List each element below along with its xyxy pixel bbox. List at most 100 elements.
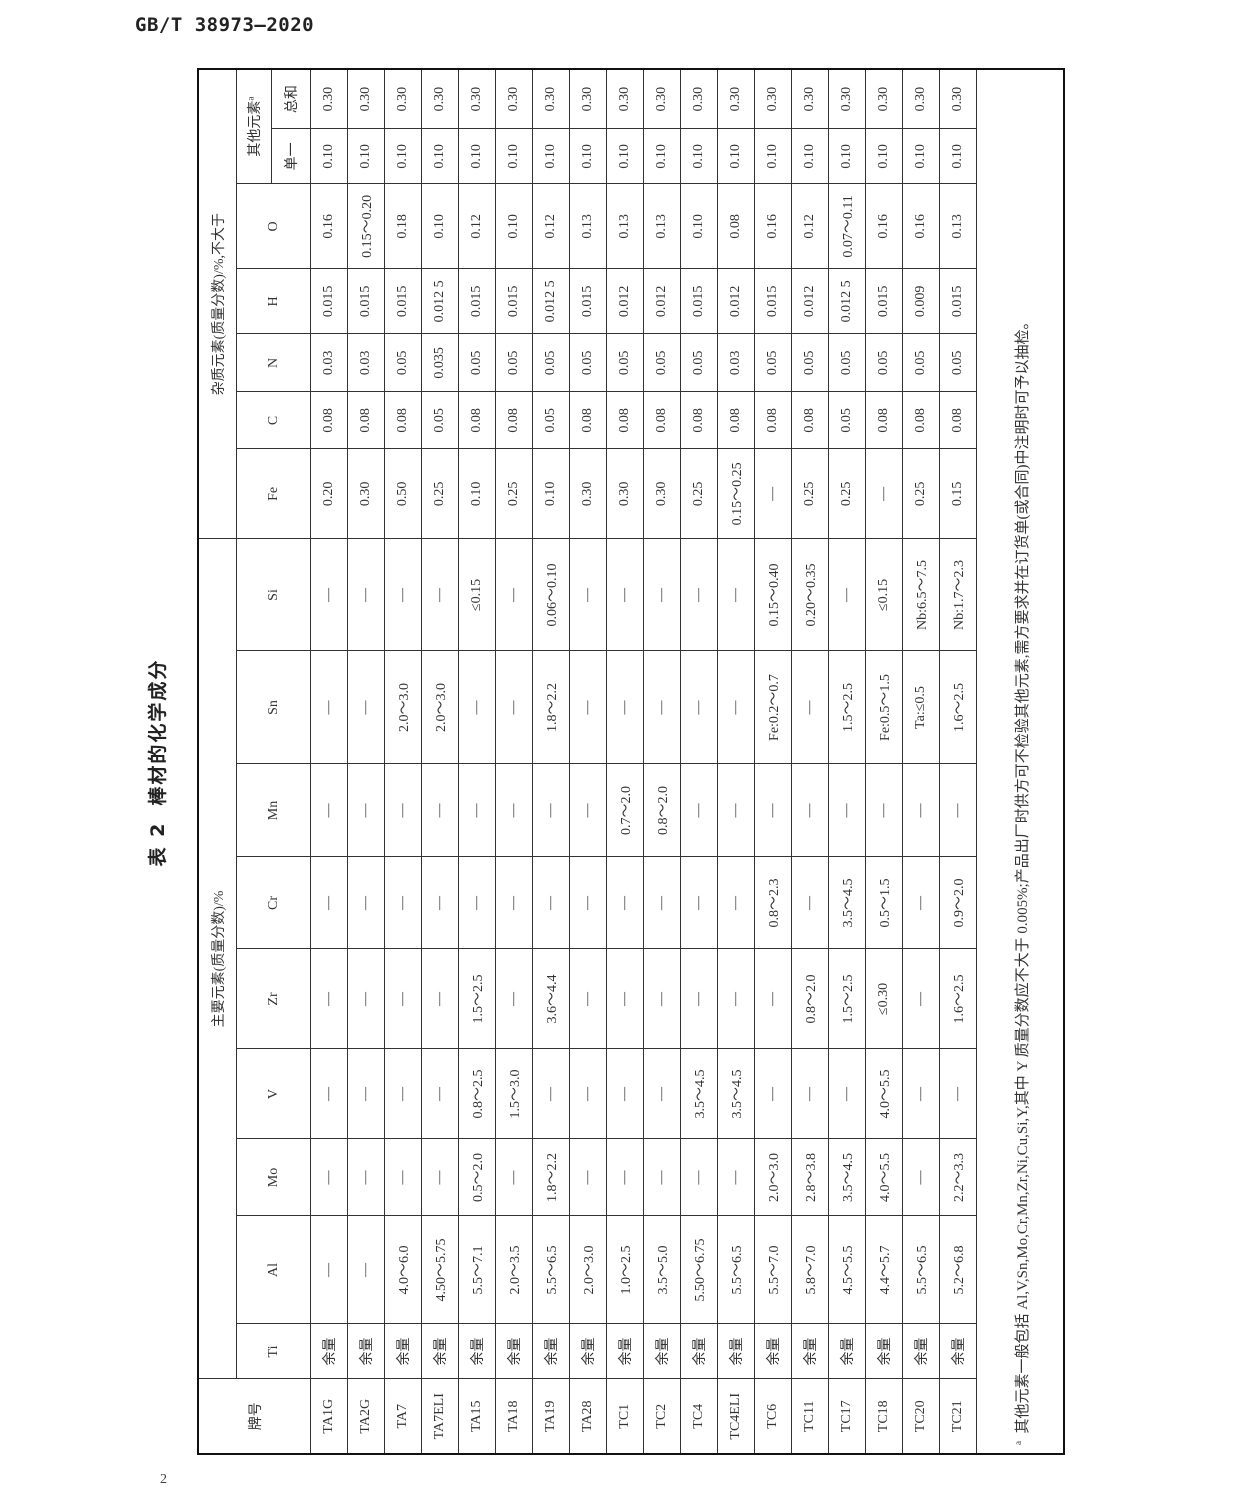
value-cell: 0.30 [310, 68, 348, 129]
value-cell: 0.30 [347, 68, 385, 129]
value-cell: — [643, 1139, 681, 1216]
value-cell: 0.03 [347, 333, 385, 392]
footnote-text: 其他元素一般包括 Al,V,Sn,Mo,Cr,Mn,Zr,Ni,Cu,Si,Y,… [1014, 314, 1031, 1434]
value-cell: 0.015 [347, 268, 385, 334]
value-cell: 0.08 [606, 391, 644, 449]
value-cell: 0.08 [495, 391, 533, 449]
value-cell: — [606, 538, 644, 651]
value-cell: 0.16 [754, 183, 792, 269]
value-cell: 0.10 [680, 128, 718, 184]
value-cell: 0.05 [532, 391, 570, 449]
value-cell: 0.25 [791, 448, 829, 539]
value-cell: — [791, 764, 829, 857]
header-element: H [236, 268, 311, 334]
value-cell: 0.08 [791, 391, 829, 449]
value-cell: 0.08 [643, 391, 681, 449]
value-cell: 0.8～2.0 [643, 764, 681, 857]
value-cell: 4.4～5.7 [865, 1216, 903, 1324]
table-row: TC21 余量 5.2～6.8 2.2～3.3—1.6～2.5 0.9～2.0—1.6～… [939, 68, 977, 1454]
value-cell: 5.5～7.1 [458, 1216, 496, 1324]
value-cell: — [532, 764, 570, 857]
value-cell: 0.08 [384, 391, 422, 449]
grade-cell: TC2 [643, 1379, 681, 1454]
value-cell: — [865, 764, 903, 857]
table-row: TC1 余量 1.0～2.5— — — —0.7～2.0— —0.30 0.08 0.05 0.0… [606, 68, 644, 1454]
value-cell: 5.50～6.75 [680, 1216, 718, 1324]
grade-cell: TC21 [939, 1379, 977, 1454]
table-row: TC18 余量 4.4～5.7 4.0～5.5 4.0～5.5 ≤0.30 0.5～1.5—… [865, 68, 903, 1454]
value-cell: 0.05 [680, 333, 718, 392]
grade-cell: TC18 [865, 1379, 903, 1454]
standard-number: GB/T 38973—2020 [135, 14, 315, 36]
table-row: TC11 余量 5.8～7.0 2.8～3.8—0.8～2.0— — —0.20～0.35… [791, 68, 829, 1454]
value-cell: Nb:6.5～7.5 [902, 538, 940, 651]
value-cell: 0.08 [754, 391, 792, 449]
value-cell: 0.012 5 [828, 268, 866, 334]
value-cell: — [754, 1049, 792, 1139]
value-cell: 2.0～3.0 [754, 1139, 792, 1216]
value-cell: — [754, 448, 792, 539]
table-row: TA19 余量 5.5～6.5 1.8～2.2—3.6～4.4— —1.8～2.2 0.0… [532, 68, 570, 1454]
header-other-elements: 其他元素a [236, 68, 272, 184]
value-cell: 0.05 [828, 391, 866, 449]
value-cell: — [458, 651, 496, 764]
rotated-table-block: 表 2 棒材的化学成分 牌号 主要元素(质量分数)/% 杂质元素(质量分数)/%,… [140, 67, 1065, 1455]
value-cell: 0.05 [495, 333, 533, 392]
table-row: TA7ELI 余量 4.50～5.75— — — — —2.0～3.0—0.25 0.05 0.… [421, 68, 459, 1454]
value-cell: — [569, 857, 607, 949]
value-cell: 0.05 [828, 333, 866, 392]
table-row: TC4ELI 余量 5.5～6.5—3.5～4.5— — — — —0.15～0.25 0.0… [717, 68, 755, 1454]
footnote-mark: a [1012, 1441, 1023, 1445]
value-cell: — [421, 1049, 459, 1139]
header-single: 单一 [271, 128, 311, 184]
header-element: Mo [236, 1139, 311, 1216]
value-cell: 0.15 [939, 448, 977, 539]
value-cell: 0.30 [606, 448, 644, 539]
value-cell: 0.015 [569, 268, 607, 334]
table-row: TA7 余量 4.0～6.0— — — — —2.0～3.0—0.50 0.08 0.05 0.0… [384, 68, 422, 1454]
value-cell: 0.30 [643, 68, 681, 129]
value-cell: 0.08 [569, 391, 607, 449]
value-cell: 0.015 [495, 268, 533, 334]
page-number: 2 [160, 1472, 167, 1487]
value-cell: — [680, 538, 718, 651]
value-cell: 0.30 [458, 68, 496, 129]
value-cell: 余量 [865, 1324, 903, 1379]
value-cell: 0.8～2.0 [791, 949, 829, 1049]
value-cell: — [643, 1049, 681, 1139]
value-cell: 0.012 5 [532, 268, 570, 334]
value-cell: 0.08 [717, 183, 755, 269]
table-row: TC4 余量 5.50～6.75—3.5～4.5— — — — —0.25 0.08 0.05 0… [680, 68, 718, 1454]
value-cell: — [347, 1216, 385, 1324]
value-cell: 0.30 [643, 448, 681, 539]
value-cell: — [421, 857, 459, 949]
value-cell: 3.5～4.5 [828, 1139, 866, 1216]
value-cell: 0.30 [606, 68, 644, 129]
value-cell: 1.5～2.5 [828, 949, 866, 1049]
value-cell: — [347, 764, 385, 857]
value-cell: 0.30 [569, 448, 607, 539]
value-cell: 0.10 [421, 183, 459, 269]
value-cell: 0.05 [532, 333, 570, 392]
value-cell: 2.0～3.0 [569, 1216, 607, 1324]
value-cell: — [495, 538, 533, 651]
value-cell: 0.015 [754, 268, 792, 334]
value-cell: 0.035 [421, 333, 459, 392]
header-element: Ti [236, 1324, 311, 1379]
value-cell: 0.012 5 [421, 268, 459, 334]
value-cell: 0.03 [717, 333, 755, 392]
value-cell: — [606, 949, 644, 1049]
value-cell: 0.8～2.5 [458, 1049, 496, 1139]
value-cell: 0.5～2.0 [458, 1139, 496, 1216]
value-cell: — [569, 538, 607, 651]
value-cell: — [421, 538, 459, 651]
value-cell: 0.16 [865, 183, 903, 269]
value-cell: — [310, 949, 348, 1049]
value-cell: 1.6～2.5 [939, 949, 977, 1049]
value-cell: 1.8～2.2 [532, 651, 570, 764]
value-cell: 0.009 [902, 268, 940, 334]
value-cell: 0.05 [643, 333, 681, 392]
value-cell: — [421, 764, 459, 857]
value-cell: 3.5～4.5 [680, 1049, 718, 1139]
value-cell: 0.05 [606, 333, 644, 392]
